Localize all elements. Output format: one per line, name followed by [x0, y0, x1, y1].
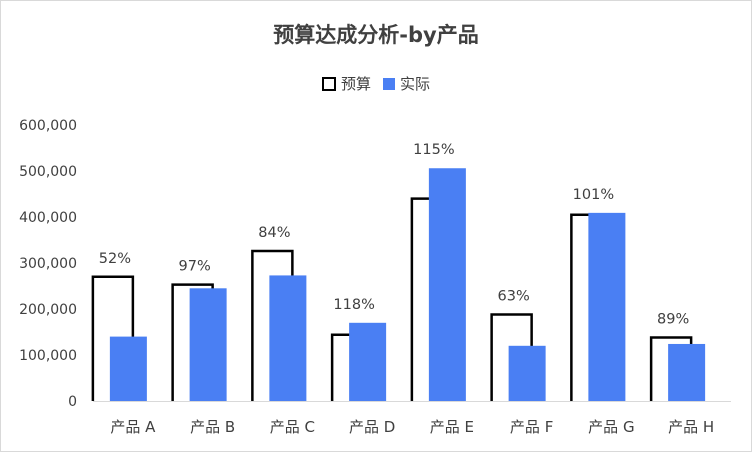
actual-bar	[189, 288, 227, 401]
data-label: 118%	[333, 297, 374, 313]
actual-bar	[428, 168, 466, 401]
legend-item-budget: 预算	[321, 73, 371, 94]
actual-bar	[349, 322, 387, 401]
y-tick-label: 400,000	[19, 210, 77, 226]
data-label: 97%	[179, 259, 211, 275]
y-tick-label: 100,000	[19, 348, 77, 364]
x-tick-label: 产品 G	[588, 418, 634, 436]
y-tick-label: 300,000	[19, 256, 77, 272]
data-label: 89%	[657, 312, 689, 328]
x-tick-label: 产品 H	[668, 418, 714, 436]
actual-bar	[668, 343, 706, 401]
actual-bar	[588, 212, 626, 401]
data-label: 52%	[99, 251, 131, 267]
x-tick-label: 产品 F	[510, 418, 553, 436]
legend-swatch-actual	[383, 77, 395, 90]
legend-label-actual: 实际	[400, 75, 431, 93]
legend-swatch-budget	[321, 76, 336, 91]
x-tick-label: 产品 D	[349, 418, 395, 436]
data-label: 84%	[258, 225, 290, 241]
x-tick-label: 产品 E	[430, 418, 474, 436]
legend: 预算 实际	[1, 73, 751, 94]
legend-item-actual: 实际	[383, 73, 430, 94]
y-tick-label: 0	[68, 394, 77, 410]
data-label: 101%	[573, 187, 614, 203]
y-tick-label: 500,000	[19, 164, 77, 180]
actual-bar	[109, 336, 147, 401]
actual-bar	[269, 275, 307, 401]
actual-bar	[508, 345, 546, 401]
chart-title: 预算达成分析-by产品	[273, 23, 479, 47]
x-tick-label: 产品 C	[270, 418, 315, 436]
legend-label-budget: 预算	[340, 75, 371, 93]
x-tick-label: 产品 A	[110, 418, 156, 436]
data-label: 63%	[498, 289, 530, 305]
data-label: 115%	[413, 142, 454, 158]
y-tick-label: 200,000	[19, 302, 77, 318]
y-tick-label: 600,000	[19, 118, 77, 134]
x-tick-label: 产品 B	[190, 418, 235, 436]
